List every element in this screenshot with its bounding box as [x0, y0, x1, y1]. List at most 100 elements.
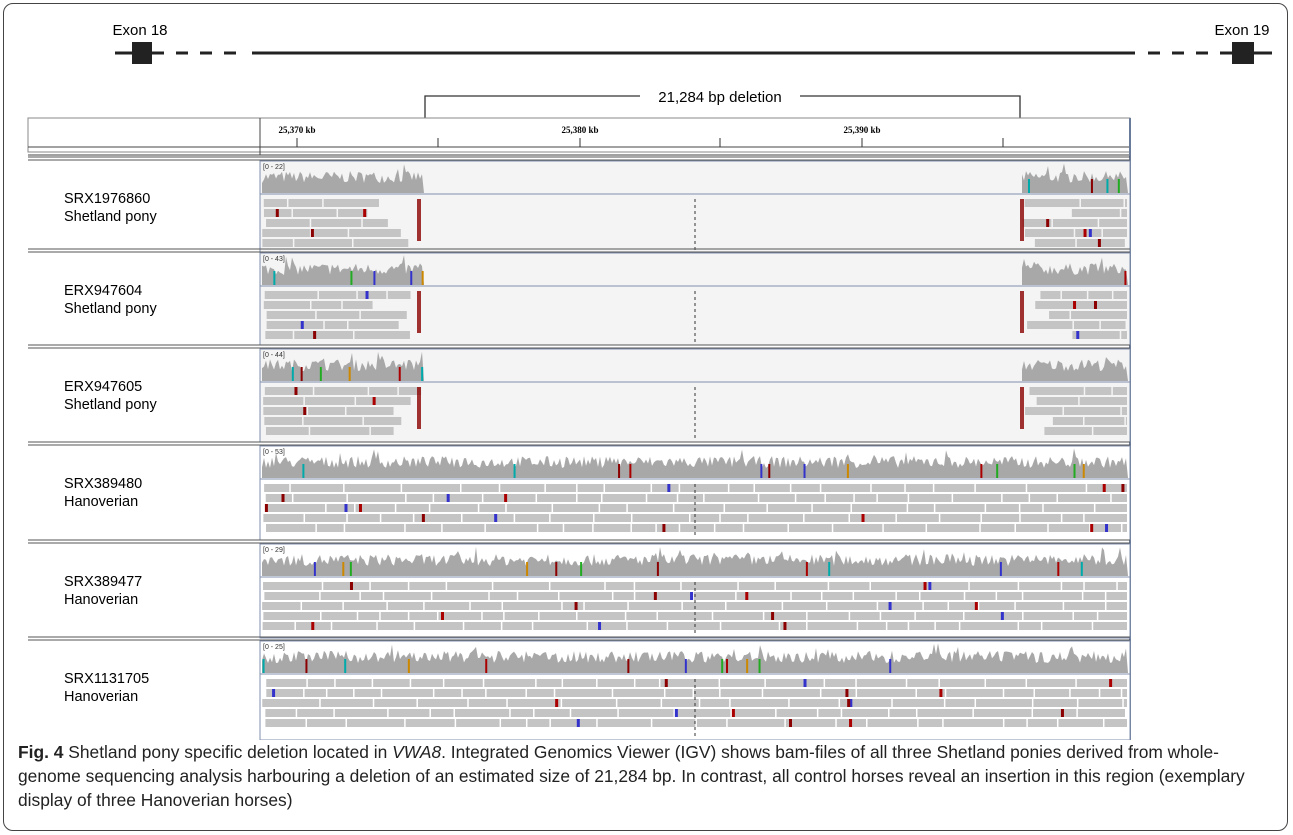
variant [314, 562, 316, 576]
read [680, 484, 728, 492]
read [1106, 602, 1127, 610]
read [551, 514, 593, 522]
read [628, 622, 667, 630]
read [878, 494, 908, 502]
read [792, 592, 821, 600]
read [871, 582, 928, 590]
read [965, 612, 1023, 620]
read [720, 679, 764, 687]
read [555, 689, 611, 697]
read [598, 679, 634, 687]
read [527, 689, 554, 697]
variant [421, 367, 423, 381]
read [674, 504, 723, 512]
read [766, 679, 824, 687]
read [358, 291, 386, 299]
read [629, 602, 682, 610]
read [1072, 209, 1120, 217]
read [432, 592, 488, 600]
variant [555, 562, 557, 576]
variant [273, 271, 275, 285]
read [887, 622, 907, 630]
read [986, 504, 1019, 512]
read [266, 219, 310, 227]
exon-box [1232, 42, 1254, 64]
mismatch [373, 397, 376, 405]
read [384, 592, 431, 600]
read [755, 484, 790, 492]
read [949, 602, 978, 610]
mismatch [363, 209, 366, 217]
read [813, 504, 851, 512]
read [305, 689, 326, 697]
mismatch [939, 689, 942, 697]
read [986, 679, 1026, 687]
variant [305, 659, 307, 673]
read [294, 331, 353, 339]
variant [1106, 179, 1108, 193]
read [744, 524, 787, 532]
read [1078, 699, 1122, 707]
mismatch [924, 582, 927, 590]
read [327, 504, 354, 512]
read [347, 719, 404, 727]
read [680, 524, 714, 532]
read [979, 602, 1014, 610]
read [884, 524, 926, 532]
read [335, 709, 387, 717]
read [678, 494, 703, 502]
read [425, 602, 470, 610]
range-label: [0 - 43] [263, 256, 285, 263]
caption-label: Fig. 4 [18, 742, 63, 762]
read [348, 514, 380, 522]
read [617, 699, 660, 707]
read [821, 689, 855, 697]
read [868, 719, 918, 727]
read [1033, 709, 1076, 717]
read [263, 407, 306, 415]
read [373, 679, 410, 687]
variant [746, 659, 748, 673]
read [605, 484, 651, 492]
read [409, 582, 445, 590]
read [310, 427, 369, 435]
variant [301, 367, 303, 381]
mismatch [311, 622, 314, 630]
read [647, 494, 676, 502]
sample-id: SRX1131705 [64, 671, 149, 687]
read [535, 709, 570, 717]
read [930, 582, 969, 590]
read [1083, 592, 1105, 600]
read [731, 699, 789, 707]
mismatch [577, 719, 580, 727]
variant [1124, 271, 1126, 285]
read [613, 592, 633, 600]
read [919, 719, 943, 727]
caption: Fig. 4 Shetland pony specific deletion l… [18, 740, 1280, 812]
variant [1081, 562, 1083, 576]
mismatch [1076, 331, 1079, 339]
read [907, 679, 938, 687]
read [263, 612, 320, 620]
read [721, 514, 747, 522]
read [527, 719, 549, 727]
read [594, 524, 631, 532]
read [721, 689, 762, 697]
read [266, 679, 306, 687]
variant [1074, 464, 1076, 478]
variant [1057, 562, 1059, 576]
read [728, 719, 785, 727]
read [265, 719, 305, 727]
read [1098, 612, 1127, 620]
read [1053, 417, 1083, 425]
read [1106, 592, 1127, 600]
read [776, 582, 828, 590]
read [668, 622, 720, 630]
read [538, 524, 562, 532]
mismatch [422, 514, 425, 522]
read [1124, 699, 1127, 707]
read [697, 719, 726, 727]
read [1035, 239, 1075, 247]
read [363, 219, 388, 227]
read [293, 209, 337, 217]
